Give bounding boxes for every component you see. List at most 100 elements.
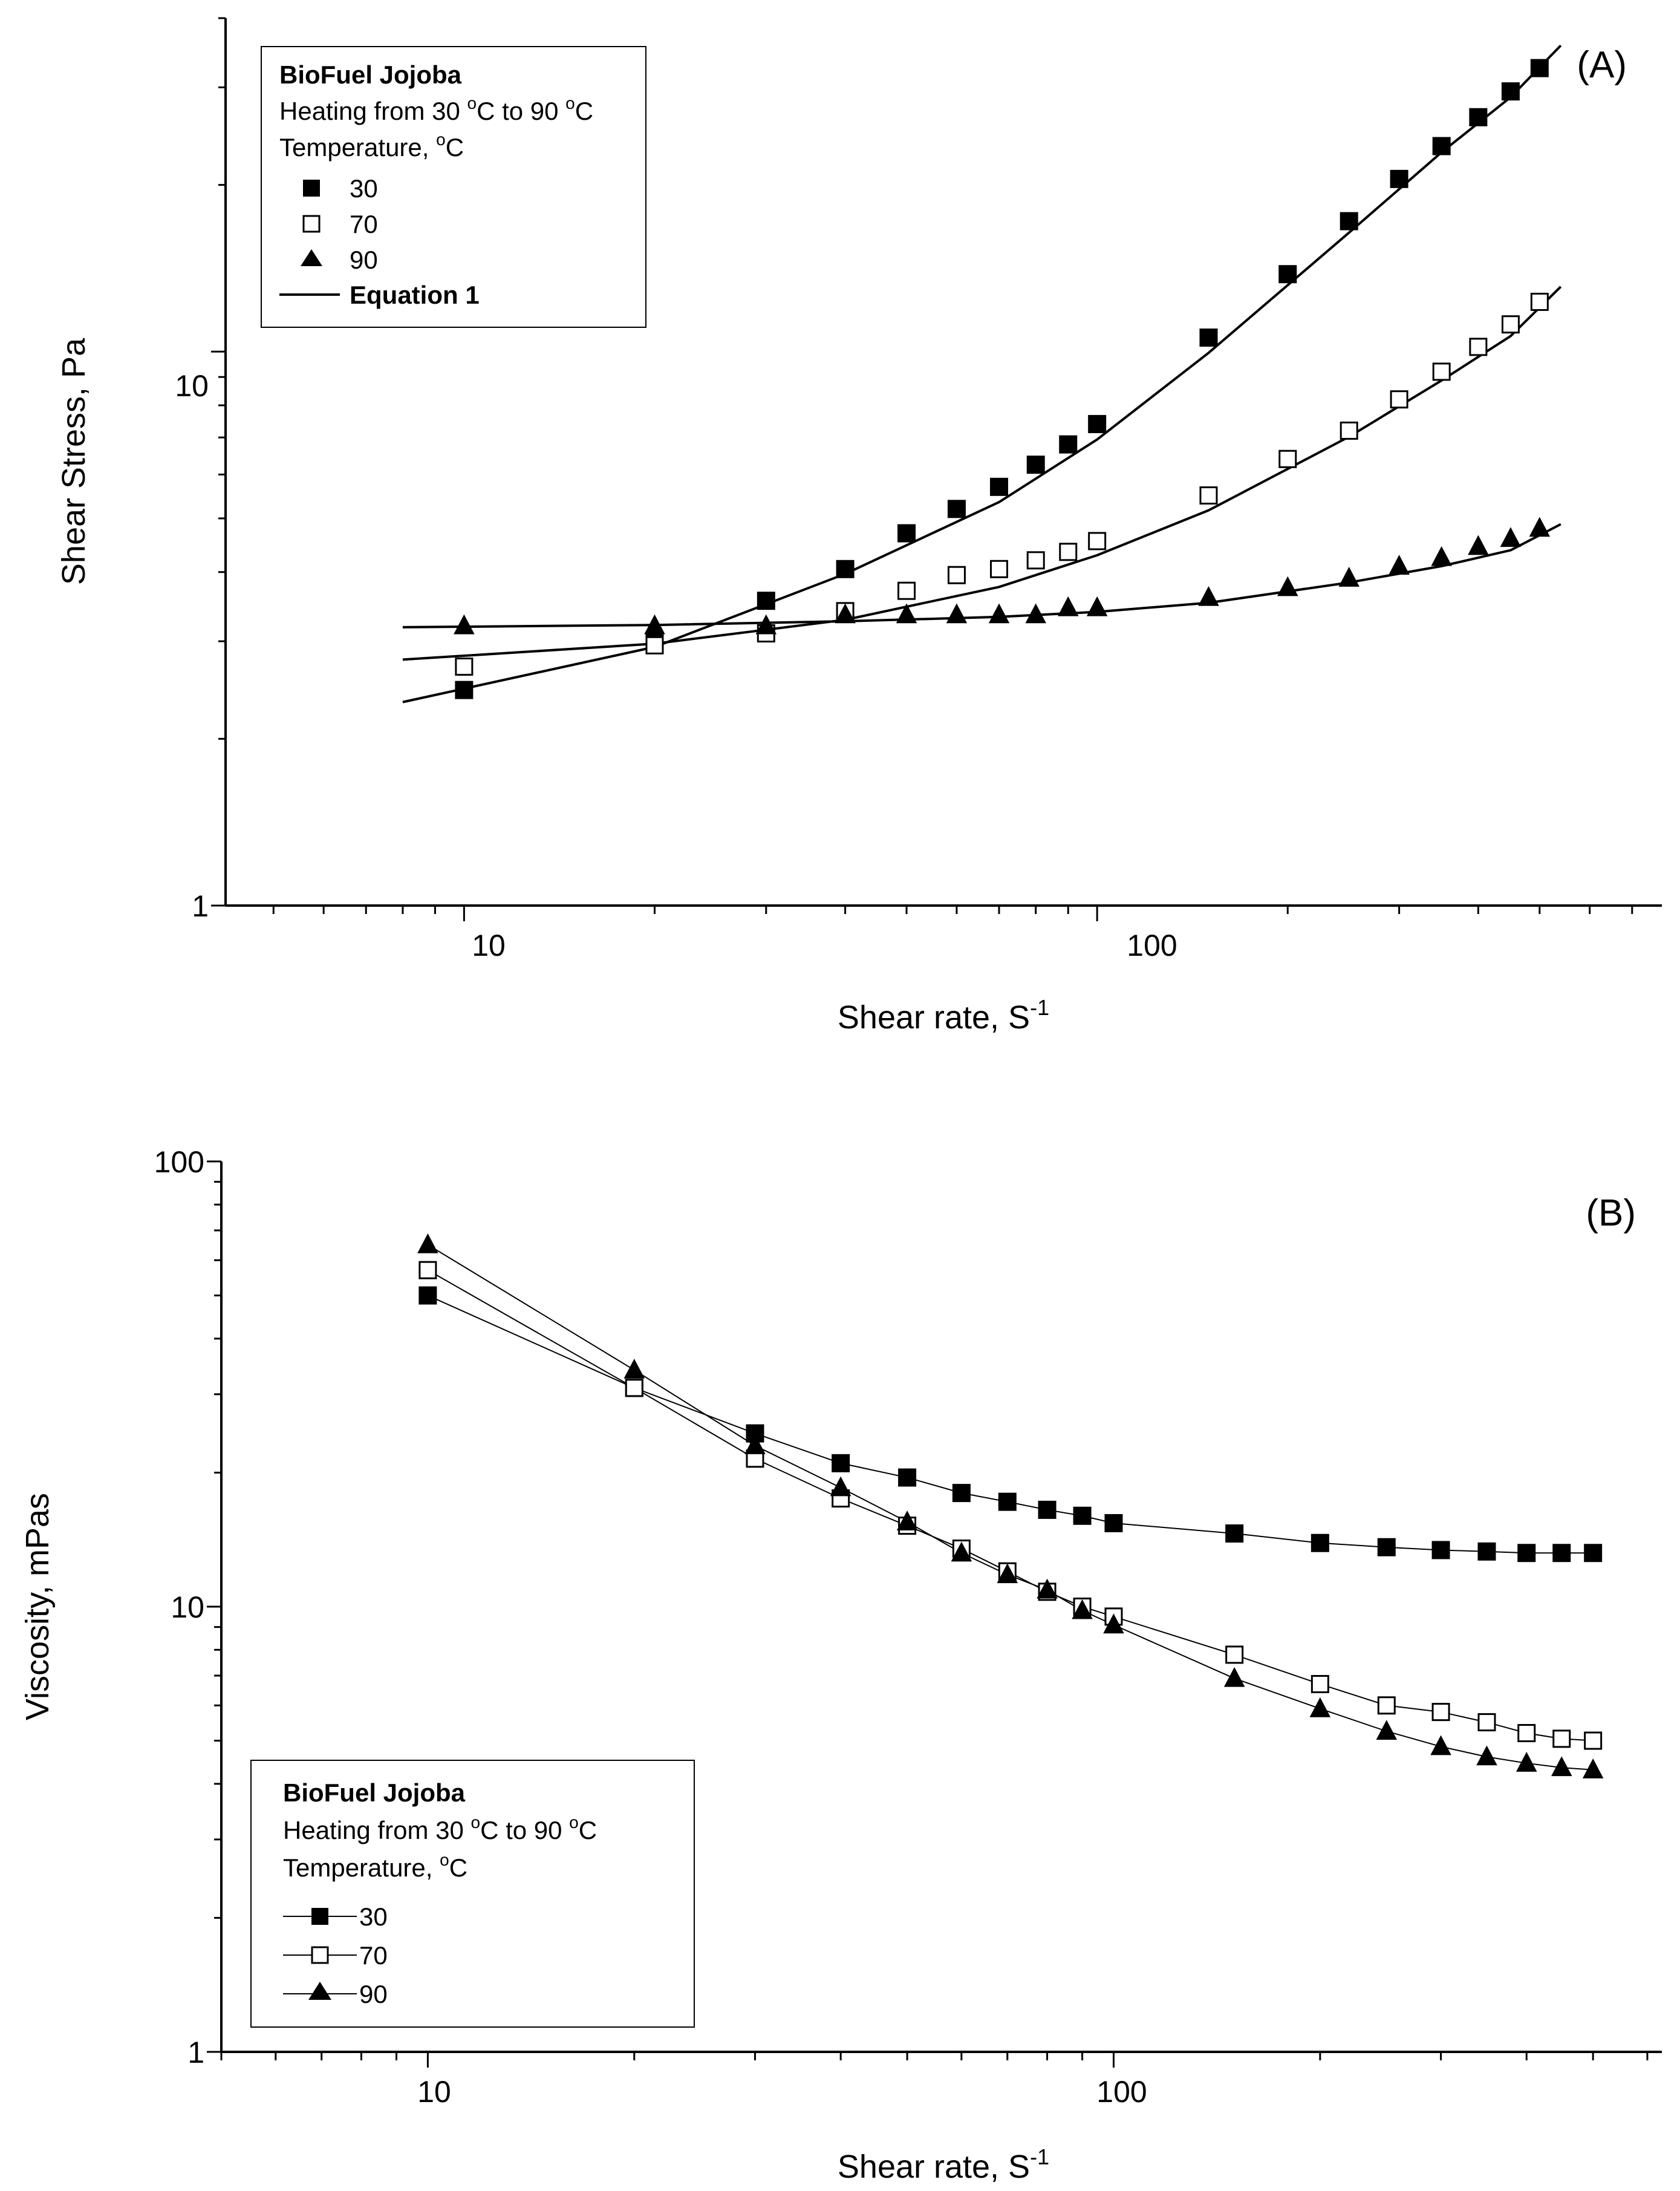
panel-a-point-70 bbox=[897, 581, 916, 600]
panel-a-legend-temperature-unit: C bbox=[446, 133, 464, 162]
panel-b-point-90 bbox=[1516, 1752, 1537, 1772]
panel-a-legend-marker-90 bbox=[301, 249, 322, 266]
panel-b-point-30 bbox=[998, 1492, 1017, 1511]
panel-a-point-90 bbox=[946, 603, 968, 624]
panel-b-point-90 bbox=[744, 1434, 766, 1454]
panel-a-point-90 bbox=[1500, 527, 1522, 547]
panel-a-point-90 bbox=[755, 614, 777, 635]
panel-a-label: (A) bbox=[1577, 44, 1627, 86]
panel-a-point-70 bbox=[645, 636, 664, 655]
panel-a-shear-stress-chart: 10 100 1 10 Shear rate, S-1 Shear Stress… bbox=[56, 17, 1662, 1036]
panel-b-x-axis-title: Shear rate, S-1 bbox=[838, 2144, 1049, 2185]
panel-a-y-tick-label-1: 1 bbox=[192, 889, 209, 923]
panel-b-legend-label-70: 70 bbox=[359, 1941, 388, 1970]
panel-a-legend-heating-start: Heating from 30 bbox=[279, 97, 467, 125]
panel-a-point-90 bbox=[1431, 546, 1452, 566]
panel-b-legend-label-30: 30 bbox=[359, 1902, 388, 1931]
panel-a-point-30 bbox=[836, 560, 855, 578]
panel-a-point-30 bbox=[1390, 169, 1408, 188]
panel-a-x-tick-label-10: 10 bbox=[472, 929, 506, 962]
panel-a-point-30 bbox=[897, 524, 916, 543]
panel-b-point-70 bbox=[1377, 1696, 1396, 1715]
panel-a-point-70 bbox=[1390, 390, 1408, 409]
panel-b-y-axis-ticks bbox=[207, 1160, 221, 2053]
panel-a-point-30 bbox=[990, 477, 1009, 496]
panel-a-point-90 bbox=[1277, 576, 1298, 596]
panel-b-point-70 bbox=[418, 1261, 437, 1279]
panel-b-point-30 bbox=[418, 1286, 437, 1305]
panel-a-legend-degree-3: o bbox=[436, 130, 446, 149]
panel-a-point-90 bbox=[454, 614, 475, 635]
panel-a-legend-degree-1: o bbox=[467, 94, 477, 113]
panel-a-point-30 bbox=[1530, 59, 1549, 77]
panel-b-legend-degree-2: o bbox=[569, 1813, 579, 1832]
panel-a-point-30 bbox=[1088, 415, 1107, 434]
panel-a-point-70 bbox=[1469, 338, 1488, 356]
panel-a-point-90 bbox=[1198, 586, 1219, 606]
panel-a-point-90 bbox=[1058, 596, 1079, 616]
panel-a-point-90 bbox=[1529, 517, 1551, 537]
panel-a-legend-temperature: Temperature, oC bbox=[279, 130, 464, 162]
panel-b-point-70 bbox=[1584, 1731, 1603, 1750]
panel-a-point-90 bbox=[1086, 596, 1108, 616]
panel-b-point-90 bbox=[997, 1563, 1018, 1584]
panel-a-point-70 bbox=[1530, 292, 1549, 311]
panel-b-point-90 bbox=[1582, 1758, 1604, 1778]
panel-b-legend-marker-90 bbox=[308, 1982, 331, 2000]
panel-a-legend-temperature-label: Temperature, bbox=[279, 133, 436, 162]
panel-b-point-90 bbox=[1476, 1745, 1497, 1766]
panel-b-y-tick-label-100: 100 bbox=[154, 1145, 204, 1179]
panel-a-point-30 bbox=[1340, 212, 1358, 230]
panel-b-legend-heating: Heating from 30 oC to 90 oC bbox=[283, 1813, 597, 1844]
panel-a-point-30 bbox=[1432, 137, 1451, 155]
panel-b-point-90 bbox=[1223, 1667, 1245, 1687]
panel-b-x-tick-label-100: 100 bbox=[1096, 2075, 1147, 2109]
panel-a-point-70 bbox=[1278, 449, 1297, 468]
panel-a-point-90 bbox=[644, 614, 665, 635]
panel-a-legend-box bbox=[261, 46, 646, 328]
panel-b-y-tick-label-10: 10 bbox=[171, 1590, 204, 1624]
panel-a-point-70 bbox=[1026, 551, 1045, 570]
panel-a-legend-marker-30 bbox=[303, 180, 320, 197]
panel-a-point-70 bbox=[1199, 486, 1218, 505]
panel-b-legend-degree-1: o bbox=[471, 1813, 481, 1832]
panel-b-point-30 bbox=[1584, 1544, 1603, 1562]
panel-b-legend-marker-70 bbox=[311, 1946, 329, 1964]
panel-a-x-axis-title-exponent: -1 bbox=[1030, 995, 1049, 1020]
panel-b-point-90 bbox=[1551, 1756, 1572, 1777]
panel-a-point-70 bbox=[1088, 532, 1107, 550]
panel-a-point-90 bbox=[1468, 535, 1489, 555]
panel-a-point-70 bbox=[455, 658, 474, 676]
panel-b-label: (B) bbox=[1586, 1192, 1636, 1234]
panel-a-legend: BioFuel Jojoba Heating from 30 oC to 90 … bbox=[261, 46, 646, 328]
panel-a-legend-degree-2: o bbox=[565, 94, 575, 113]
panel-a-legend-label-90: 90 bbox=[350, 246, 378, 274]
panel-a-point-70 bbox=[1059, 543, 1078, 561]
panel-a-point-30 bbox=[1501, 82, 1520, 101]
panel-b-point-90 bbox=[1430, 1735, 1451, 1755]
panel-b-point-30 bbox=[1477, 1542, 1496, 1561]
panel-a-point-90 bbox=[1025, 603, 1046, 624]
panel-a-y-tick-label-10: 10 bbox=[175, 369, 209, 403]
panel-b-point-30 bbox=[1073, 1506, 1092, 1525]
panel-b-data-markers bbox=[417, 1233, 1604, 1778]
panel-b-point-70 bbox=[1225, 1645, 1244, 1664]
panel-a-x-axis-title-text: Shear rate, S bbox=[838, 999, 1030, 1036]
panel-b-point-30 bbox=[1310, 1533, 1329, 1552]
panel-b-point-30 bbox=[1038, 1500, 1057, 1519]
panel-a-fit-curve-70 bbox=[402, 286, 1562, 661]
panel-b-x-axis-title-exponent: -1 bbox=[1030, 2144, 1049, 2169]
panel-b-point-30 bbox=[1225, 1524, 1244, 1543]
panel-b-point-90 bbox=[1072, 1599, 1093, 1619]
panel-a-point-30 bbox=[455, 681, 474, 699]
panel-a-point-90 bbox=[835, 603, 856, 624]
panel-b-point-30 bbox=[832, 1454, 850, 1472]
panel-b-point-90 bbox=[896, 1510, 918, 1530]
panel-a-point-30 bbox=[757, 592, 775, 610]
panel-b-legend-temperature: Temperature, oC bbox=[283, 1850, 467, 1882]
panel-a-point-70 bbox=[990, 560, 1009, 578]
panel-b-y-axis-title: Viscosity, mPas bbox=[19, 1493, 56, 1720]
panel-a-y-axis-title: Shear Stress, Pa bbox=[56, 338, 92, 585]
panel-b-point-90 bbox=[1037, 1578, 1058, 1599]
